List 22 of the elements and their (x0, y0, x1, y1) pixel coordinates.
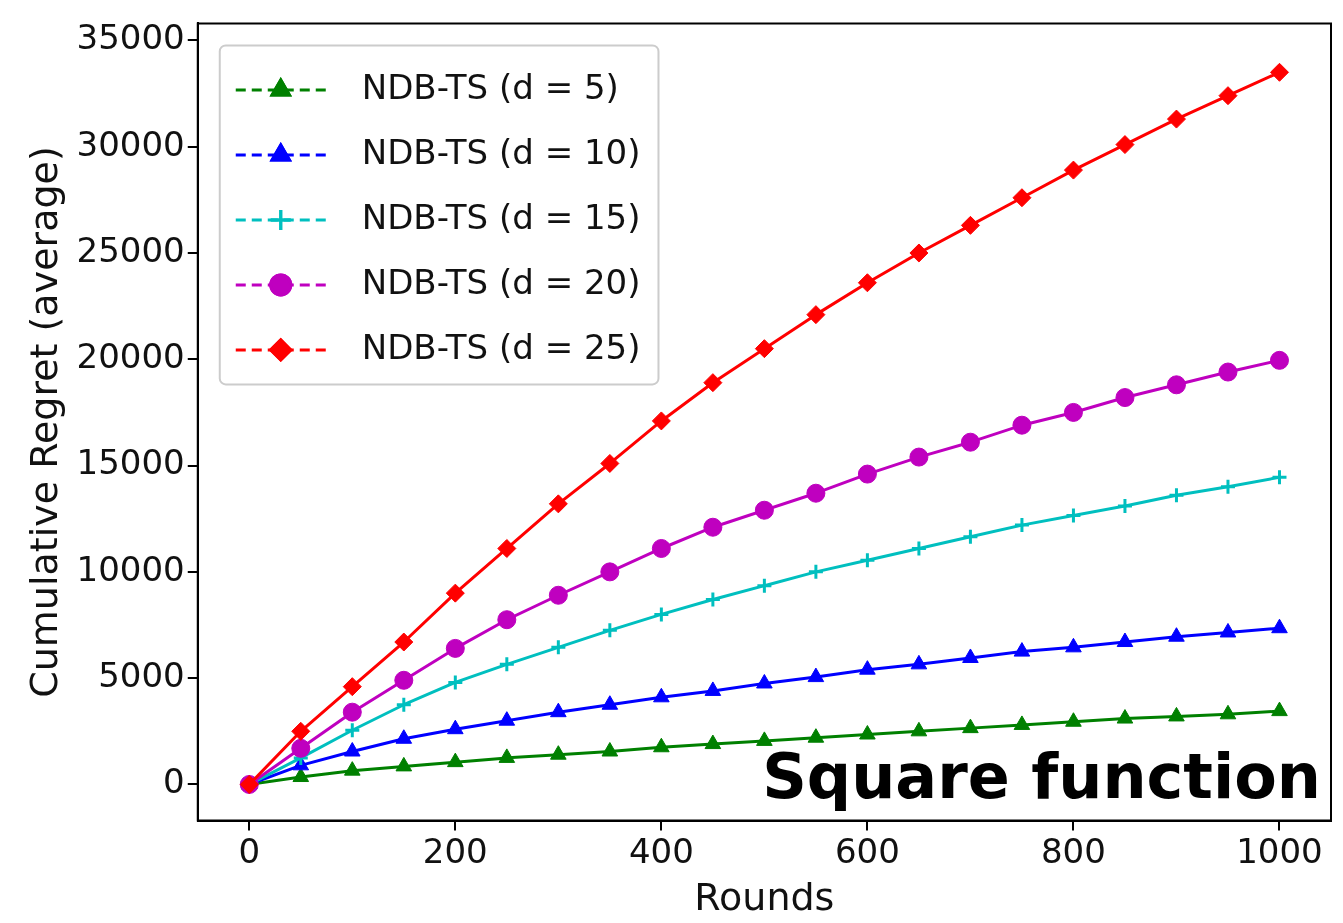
x-tick-label: 800 (1040, 830, 1106, 871)
y-tick-label: 10000 (76, 548, 185, 589)
legend-label: NDB-TS (d = 15) (361, 196, 641, 237)
legend-label: NDB-TS (d = 10) (361, 131, 641, 172)
y-tick-label: 30000 (76, 123, 185, 164)
legend-label: NDB-TS (d = 20) (361, 261, 641, 302)
y-tick-label: 5000 (98, 655, 185, 695)
y-tick-label: 20000 (76, 336, 185, 377)
y-tick-label: 25000 (76, 229, 185, 270)
x-tick-label: 600 (834, 830, 900, 871)
annotation: Square function (762, 739, 1321, 813)
x-tick-label: 200 (422, 830, 488, 871)
x-tick-label: 0 (238, 830, 261, 871)
y-tick-label: 15000 (76, 442, 185, 483)
legend-label: NDB-TS (d = 5) (361, 66, 619, 107)
y-axis-title: Cumulative Regret (average) (21, 146, 66, 698)
y-tick-label: 35000 (76, 17, 185, 58)
x-tick-label: 400 (628, 830, 694, 871)
y-tick-label: 0 (163, 761, 185, 802)
x-axis-title: Rounds (694, 875, 835, 920)
x-tick-label: 1000 (1236, 830, 1323, 871)
legend-label: NDB-TS (d = 25) (361, 326, 641, 367)
